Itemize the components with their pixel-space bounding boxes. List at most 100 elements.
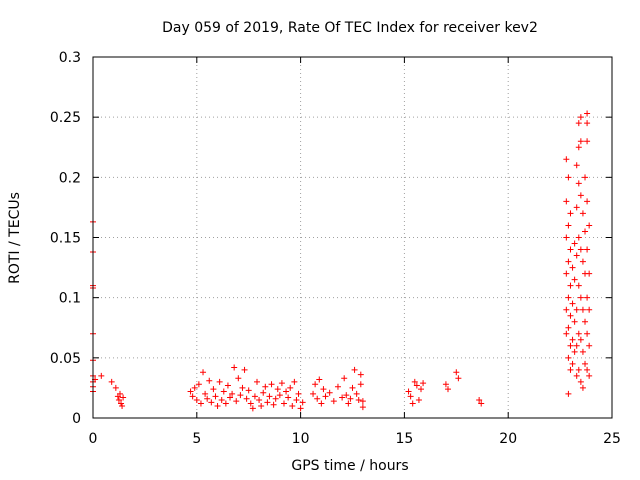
- x-tick-label: 25: [603, 431, 621, 447]
- data-point-plus: [420, 380, 427, 387]
- data-point-plus: [239, 384, 246, 391]
- data-point-plus: [573, 306, 580, 313]
- data-point-plus: [575, 282, 582, 289]
- chart-title: Day 059 of 2019, Rate Of TEC Index for r…: [162, 20, 538, 36]
- data-point-plus: [579, 306, 586, 313]
- data-point-plus: [571, 318, 578, 325]
- data-point-plus: [233, 398, 240, 405]
- data-point-plus: [312, 381, 319, 388]
- data-point-plus: [347, 395, 354, 402]
- x-tick-label: 20: [499, 431, 517, 447]
- data-point-plus: [268, 381, 275, 388]
- data-point-plus: [573, 372, 580, 379]
- data-point-plus: [476, 396, 483, 403]
- x-tick-label: 15: [395, 431, 413, 447]
- data-point-plus: [214, 402, 221, 409]
- data-point-plus: [264, 399, 271, 406]
- data-point-plus: [584, 138, 591, 145]
- data-point-plus: [586, 342, 593, 349]
- data-point-plus: [569, 300, 576, 307]
- data-point-plus: [478, 400, 485, 407]
- data-point-plus: [567, 366, 574, 373]
- data-point-plus: [330, 398, 337, 405]
- axis-ticks: 0 5 10 15 20 25 0 0.05 0.1 0.15 0.2 0.25 0.3: [50, 50, 621, 447]
- data-point-plus: [224, 382, 231, 389]
- data-point-plus: [345, 400, 352, 407]
- data-point-plus: [575, 144, 582, 151]
- data-point-plus: [237, 392, 244, 399]
- data-point-plus: [582, 174, 589, 181]
- data-point-plus: [320, 386, 327, 393]
- data-point-plus: [120, 394, 127, 401]
- data-point-plus: [455, 375, 462, 382]
- x-tick-label: 0: [89, 431, 98, 447]
- data-point-plus: [567, 210, 574, 217]
- data-point-plus: [579, 258, 586, 265]
- data-point-plus: [359, 404, 366, 411]
- data-point-plus: [577, 246, 584, 253]
- data-point-plus: [341, 375, 348, 382]
- data-point-plus: [444, 386, 451, 393]
- data-point-plus: [272, 395, 279, 402]
- data-point-plus: [565, 222, 572, 229]
- data-point-plus: [579, 348, 586, 355]
- data-point-plus: [212, 393, 219, 400]
- data-point-plus: [245, 387, 252, 394]
- data-point-plus: [582, 228, 589, 235]
- data-point-plus: [584, 366, 591, 373]
- data-point-plus: [586, 270, 593, 277]
- data-point-plus: [569, 264, 576, 271]
- data-point-plus: [191, 384, 198, 391]
- data-point-plus: [584, 110, 591, 117]
- data-point-plus: [247, 400, 254, 407]
- data-point-plus: [283, 388, 290, 395]
- y-tick-label: 0.3: [59, 50, 81, 66]
- data-point-plus: [231, 364, 238, 371]
- data-point-plus: [563, 234, 570, 241]
- data-point-plus: [565, 354, 572, 361]
- x-tick-label: 5: [192, 431, 201, 447]
- data-point-plus: [256, 396, 263, 403]
- data-point-plus: [582, 318, 589, 325]
- data-point-plus: [565, 258, 572, 265]
- data-point-plus: [563, 330, 570, 337]
- data-point-plus: [577, 114, 584, 121]
- data-point-plus: [222, 400, 229, 407]
- data-point-plus: [270, 401, 277, 408]
- data-point-plus: [299, 399, 306, 406]
- data-point-plus: [187, 388, 194, 395]
- data-point-plus: [343, 392, 350, 399]
- data-point-plus: [249, 405, 256, 412]
- data-point-plus: [569, 360, 576, 367]
- data-point-plus: [567, 246, 574, 253]
- data-point-plus: [208, 399, 215, 406]
- data-point-plus: [278, 380, 285, 387]
- data-point-plus: [322, 393, 329, 400]
- data-point-plus: [584, 330, 591, 337]
- data-point-plus: [318, 400, 325, 407]
- data-point-plus: [216, 378, 223, 385]
- data-point-plus: [563, 198, 570, 205]
- data-point-plus: [295, 390, 302, 397]
- data-point-plus: [220, 388, 227, 395]
- data-point-plus: [442, 381, 449, 388]
- data-point-plus: [573, 162, 580, 169]
- y-tick-label: 0.15: [50, 231, 81, 247]
- data-point-plus: [565, 294, 572, 301]
- data-point-plus: [584, 294, 591, 301]
- data-point-plus: [119, 402, 126, 409]
- y-tick-label: 0.1: [59, 291, 81, 307]
- data-point-plus: [571, 276, 578, 283]
- data-point-plus: [280, 400, 287, 407]
- data-point-plus: [353, 390, 360, 397]
- data-point-plus: [357, 371, 364, 378]
- x-axis-label: GPS time / hours: [291, 458, 408, 474]
- data-point-plus: [285, 394, 292, 401]
- data-point-plus: [577, 192, 584, 199]
- data-point-plus: [287, 384, 294, 391]
- data-point-plus: [569, 336, 576, 343]
- data-point-plus: [189, 393, 196, 400]
- data-point-plus: [258, 402, 265, 409]
- data-point-plus: [334, 383, 341, 390]
